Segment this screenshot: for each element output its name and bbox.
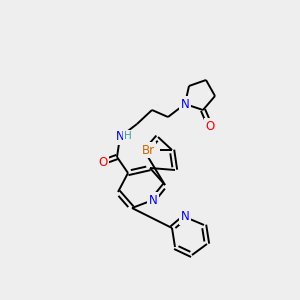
- Text: O: O: [206, 119, 214, 133]
- Text: Br: Br: [141, 143, 154, 157]
- Text: N: N: [116, 130, 124, 143]
- Text: H: H: [124, 131, 132, 141]
- Text: O: O: [98, 155, 108, 169]
- Text: N: N: [181, 211, 189, 224]
- Text: N: N: [181, 98, 189, 110]
- Text: N: N: [148, 194, 158, 206]
